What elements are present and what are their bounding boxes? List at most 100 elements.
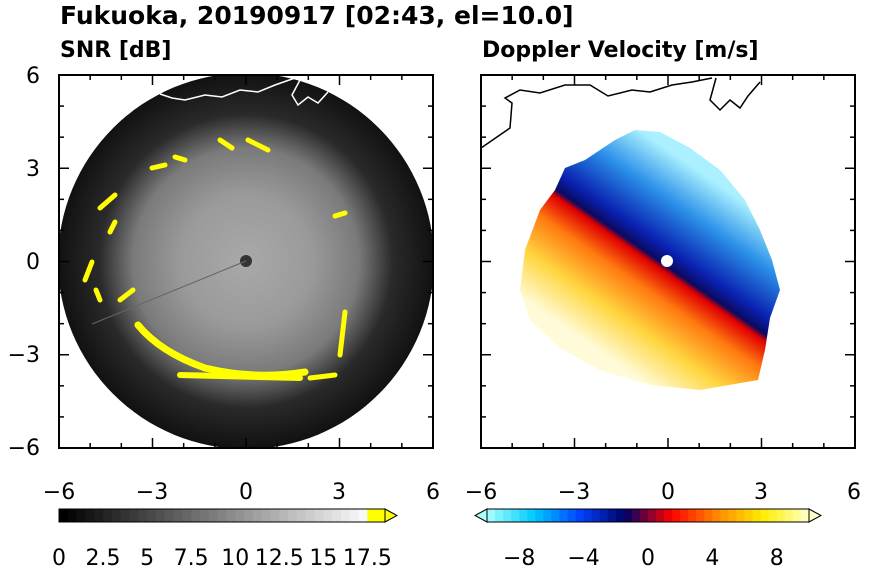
colorbar-cell [760,509,770,522]
colorbar-cell [59,509,69,522]
colorbar-cell [591,509,601,522]
colorbar-tick-label: 2.5 [86,546,121,570]
velocity-x-tick-labels: −6 −3 0 3 6 [465,480,861,505]
colorbar-cell [519,509,528,522]
colorbar-cell [720,509,729,522]
snr-panel-title: SNR [dB] [60,38,171,63]
colorbar-cell [704,509,713,522]
colorbar-tick-label: 0 [52,546,66,570]
colorbar-cell [648,509,657,522]
colorbar-cell [103,509,113,522]
colorbar-cell [199,509,210,522]
colorbar-cell [226,509,236,522]
y-tick-label: 0 [26,250,40,275]
colorbar-cell [768,509,778,522]
x-tick-label: 3 [332,480,346,505]
colorbar-cell [85,509,95,522]
colorbar-tick-label: 12.5 [255,546,304,570]
colorbar-tick-label: 4 [705,546,719,570]
colorbar-cell [208,509,219,522]
colorbar-cell [487,509,496,522]
x-tick-label: −3 [136,480,168,505]
colorbar-tick-label: 17.5 [343,546,392,570]
colorbar-cell [191,509,201,522]
snr-coastline [159,77,329,107]
colorbar-cell [155,509,166,522]
colorbar-cell [235,509,245,522]
colorbar-tick-label: 0 [641,546,655,570]
colorbar-cell [244,509,254,522]
x-tick-label: 6 [847,480,861,505]
velocity-panel-title: Doppler Velocity [m/s] [482,38,759,63]
colorbar-cell [511,509,520,522]
velocity-radar-center [661,255,673,267]
colorbar-cell [503,509,512,522]
snr-axis-ticks [58,74,434,449]
colorbar-cell [270,509,280,522]
colorbar-cell [656,509,665,522]
snr-panel [58,74,434,449]
colorbar-cell [744,509,754,522]
colorbar-cell [792,509,802,522]
colorbar-cell [340,509,351,522]
snr-y-tick-labels: 6 3 0 −3 −6 [8,64,40,461]
colorbar-cell [527,509,536,522]
colorbar-cell [252,509,263,522]
colorbar-cell [672,509,681,522]
colorbar-cell [567,509,577,522]
colorbar-cell [696,509,705,522]
colorbar-cell [559,509,568,522]
colorbar-cell [314,509,324,522]
colorbar-cell [261,509,271,522]
velocity-field [520,130,780,390]
colorbar-extend-min [473,508,488,523]
snr-blocked-beam [91,260,247,325]
velocity-colorbar-tick-labels: −8 −4 0 4 8 [503,546,784,570]
snr-high-echo-band [82,137,348,381]
figure-title: Fukuoka, 20190917 [02:43, el=10.0] [60,1,574,30]
colorbar-cell [495,509,504,522]
colorbar-tick-label: 5 [140,546,154,570]
x-tick-label: 0 [239,480,253,505]
colorbar-cell [639,509,649,522]
colorbar-cell [680,509,689,522]
colorbar-cell [67,509,78,522]
colorbar-cell [120,509,130,522]
colorbar-tick-label: 8 [770,546,784,570]
y-tick-label: −6 [8,436,40,461]
x-tick-label: 6 [426,480,440,505]
colorbar-cell [664,509,673,522]
colorbar-cell [784,509,794,522]
colorbar-cell [535,509,544,522]
colorbar-cell [376,509,386,522]
colorbar-cell [599,509,609,522]
velocity-colorbar-frame [486,508,810,523]
colorbar-cell [583,509,593,522]
colorbar-tick-label: −4 [567,546,599,570]
colorbar-cell [728,509,738,522]
colorbar-tick-label: −8 [503,546,535,570]
velocity-axis-ticks [480,74,856,449]
colorbar-cell [800,509,810,522]
colorbar-cell [776,509,786,522]
colorbar-cell [323,509,333,522]
colorbar-cell [217,509,227,522]
colorbar-cell [631,509,641,522]
snr-colorbar-frame [58,508,386,523]
colorbar-cell [182,509,192,522]
velocity-panel [480,74,856,449]
colorbar-cell [76,509,86,522]
colorbar-cell [129,509,139,522]
colorbar-cell [332,509,342,522]
colorbar-cell [736,509,746,522]
y-tick-label: −3 [8,343,40,368]
y-tick-label: 3 [26,157,40,182]
colorbar-cell [288,509,298,522]
colorbar-cell [279,509,289,522]
colorbar-cell [138,509,148,522]
colorbar-cell [349,509,360,522]
snr-colorbar-tick-labels: 0 2.5 5 7.5 10 12.5 15 17.5 [52,546,392,570]
colorbar-extend-max [808,508,823,523]
colorbar-cell [147,509,157,522]
colorbar-cell [94,509,104,522]
